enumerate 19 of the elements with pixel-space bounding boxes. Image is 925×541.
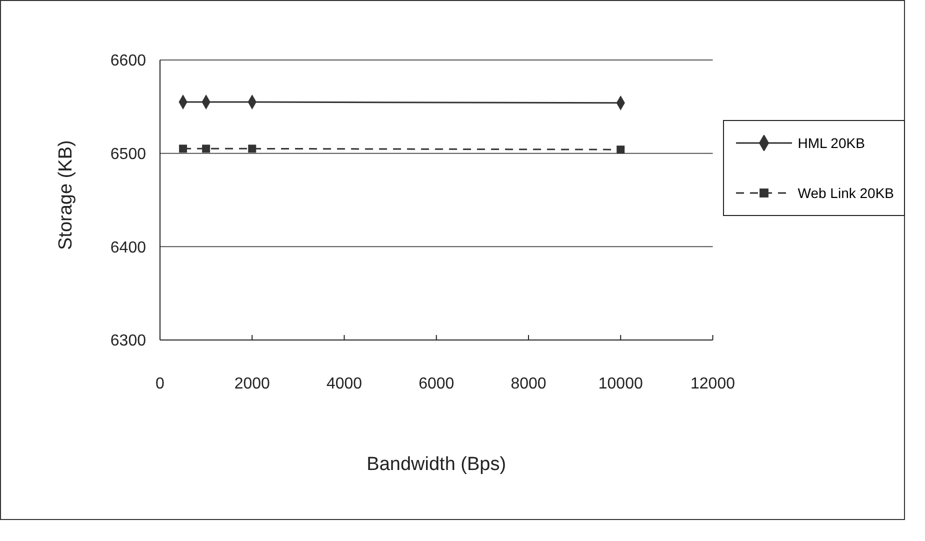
point xyxy=(179,144,188,153)
y-tick-label: 6600 xyxy=(110,52,146,70)
point xyxy=(202,144,210,153)
x-tick-label: 10000 xyxy=(598,375,643,392)
point xyxy=(248,144,256,153)
legend-label: HML 20KB xyxy=(798,135,865,151)
x-tick-label: 0 xyxy=(156,375,165,392)
y-tick-label: 6300 xyxy=(110,332,146,350)
y-tick-label: 6400 xyxy=(110,239,146,256)
x-axis-title: Bandwidth (Bps) xyxy=(366,454,506,475)
y-axis-title: Storage (KB) xyxy=(56,140,77,250)
legend-label: Web Link 20KB xyxy=(798,185,894,201)
x-tick-label: 2000 xyxy=(234,375,270,392)
y-tick-label: 6500 xyxy=(110,146,146,164)
point xyxy=(616,146,625,154)
x-tick-label: 12000 xyxy=(690,375,736,392)
x-tick-label: 6000 xyxy=(418,375,454,392)
x-tick-label: 8000 xyxy=(510,375,546,392)
x-tick-label: 4000 xyxy=(326,375,362,392)
